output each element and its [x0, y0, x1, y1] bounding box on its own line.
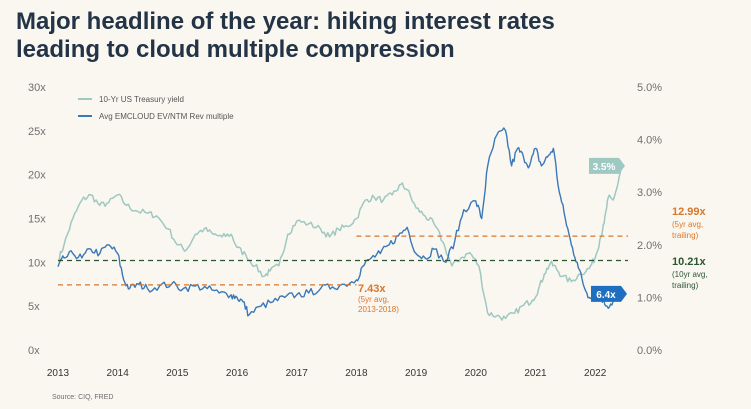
- ref-label-10-21x: 10.21x: [672, 256, 707, 268]
- y-right-tick-label: 0.0%: [637, 345, 662, 357]
- ref-note-12-99x-line1: (5yr avg,: [672, 220, 703, 229]
- series-line-emcloud-multiple: [57, 127, 623, 317]
- y-left-tick-label: 15x: [28, 214, 46, 226]
- x-tick-label: 2016: [226, 368, 249, 379]
- x-tick-label: 2021: [524, 368, 547, 379]
- x-tick-label: 2015: [166, 368, 189, 379]
- ref-note-10-21x-line1: (10yr avg,: [672, 270, 708, 279]
- x-tick-label: 2018: [345, 368, 368, 379]
- y-left-tick-label: 20x: [28, 170, 46, 182]
- end-label-treasury: 3.5%: [593, 162, 616, 173]
- y-right-tick-label: 3.0%: [637, 187, 662, 199]
- ref-note-7-43x-line1: (5yr avg,: [358, 295, 389, 304]
- x-tick-label: 2020: [465, 368, 488, 379]
- x-tick-label: 2014: [107, 368, 130, 379]
- end-label-multiple: 6.4x: [596, 290, 616, 301]
- title-line-2: leading to cloud multiple compression: [16, 36, 455, 63]
- y-left-tick-label: 0x: [28, 345, 40, 357]
- y-left-tick-label: 10x: [28, 257, 46, 269]
- y-right-tick-label: 5.0%: [637, 82, 662, 94]
- x-tick-label: 2022: [584, 368, 607, 379]
- y-right-tick-label: 2.0%: [637, 240, 662, 252]
- ref-note-12-99x-line2: trailing): [672, 231, 699, 240]
- y-right-tick-label: 4.0%: [637, 135, 662, 147]
- y-left-tick-label: 30x: [28, 82, 46, 94]
- end-tag-multiple: [591, 285, 627, 302]
- ref-label-12-99x: 12.99x: [672, 206, 707, 218]
- x-tick-label: 2013: [47, 368, 70, 379]
- series-line-treasury-yield: [58, 165, 623, 321]
- y-left-tick-label: 5x: [28, 301, 40, 313]
- ref-note-7-43x-line2: 2013-2018): [358, 305, 399, 314]
- x-tick-label: 2017: [286, 368, 309, 379]
- ref-note-10-21x-line2: trailing): [672, 281, 699, 290]
- legend-label-treasury: 10-Yr US Treasury yield: [99, 95, 184, 104]
- title-line-1: Major headline of the year: hiking inter…: [16, 8, 555, 35]
- x-tick-label: 2019: [405, 368, 428, 379]
- ref-label-7-43x: 7.43x: [358, 283, 386, 295]
- page-title: Major headline of the year: hiking inter…: [16, 8, 736, 64]
- y-right-tick-label: 1.0%: [637, 292, 662, 304]
- y-left-tick-label: 25x: [28, 126, 46, 138]
- end-tag-treasury: [589, 157, 625, 174]
- source-note: Source: CIQ, FRED: [52, 394, 114, 401]
- legend-label-multiple: Avg EMCLOUD EV/NTM Rev multiple: [99, 112, 234, 121]
